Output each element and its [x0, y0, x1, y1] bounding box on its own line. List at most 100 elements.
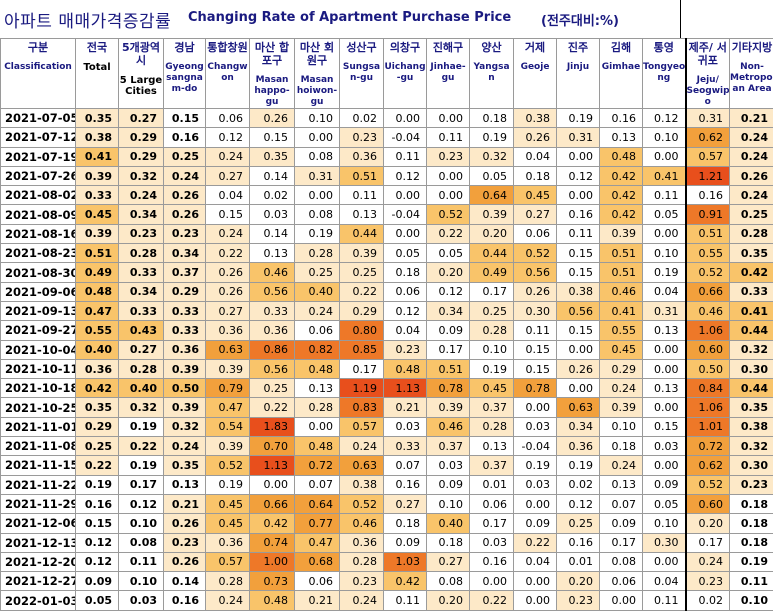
table-cell: 0.39 [164, 359, 206, 378]
table-cell: 0.24 [600, 456, 643, 475]
column-header-korean: 거제 [514, 39, 556, 54]
row-date: 2021-07-19 [1, 147, 76, 166]
table-cell: 0.22 [514, 533, 557, 552]
table-cell: 0.42 [600, 186, 643, 205]
table-cell: 0.05 [470, 166, 514, 185]
table-cell: 0.00 [643, 398, 686, 417]
table-cell: 0.24 [730, 128, 773, 147]
column-header: 전국 Total [76, 39, 119, 109]
table-cell: 0.03 [514, 417, 557, 436]
table-cell: 0.03 [119, 591, 164, 610]
table-cell: 0.05 [643, 494, 686, 513]
column-header-korean: 구분 [1, 39, 75, 54]
table-cell: 0.57 [340, 417, 384, 436]
table-cell: 0.73 [250, 572, 295, 591]
title-bar: 아파트 매매가격증감률 Changing Rate of Apartment P… [0, 0, 773, 38]
table-cell: 0.26 [164, 552, 206, 571]
table-cell: 0.19 [470, 128, 514, 147]
row-date: 2021-08-09 [1, 205, 76, 224]
table-cell: 0.18 [427, 533, 470, 552]
column-header-english: Non- Metropolit an Area [730, 62, 773, 95]
table-cell: 0.18 [730, 494, 773, 513]
table-cell: 0.39 [427, 398, 470, 417]
table-cell: 0.32 [119, 166, 164, 185]
table-cell: 0.70 [250, 437, 295, 456]
table-cell: 0.12 [119, 494, 164, 513]
table-cell: 0.00 [643, 552, 686, 571]
table-cell: 0.22 [76, 456, 119, 475]
column-header-korean: 마산 회원구 [295, 39, 339, 67]
table-cell: 1.00 [250, 552, 295, 571]
table-cell: 0.36 [340, 533, 384, 552]
table-cell: 0.26 [730, 166, 773, 185]
table-cell: 0.42 [76, 379, 119, 398]
table-cell: 0.45 [514, 186, 557, 205]
table-cell: 0.17 [470, 282, 514, 301]
table-cell: 0.28 [295, 398, 340, 417]
table-cell: 0.19 [470, 359, 514, 378]
table-cell: 0.10 [470, 340, 514, 359]
table-cell: 0.00 [427, 186, 470, 205]
table-cell: 0.20 [557, 572, 600, 591]
table-cell: 0.34 [427, 301, 470, 320]
table-cell: 0.33 [730, 282, 773, 301]
table-cell: 0.44 [340, 224, 384, 243]
table-cell: 0.26 [206, 282, 250, 301]
table-cell: 0.33 [119, 263, 164, 282]
table-cell: 0.32 [730, 340, 773, 359]
table-cell: 0.05 [76, 591, 119, 610]
table-cell: 0.08 [295, 205, 340, 224]
table-cell: 0.19 [557, 109, 600, 128]
table-cell: 0.35 [76, 109, 119, 128]
table-cell: 0.82 [295, 340, 340, 359]
column-header-korean: 전국 [76, 39, 118, 54]
table-cell: 0.34 [119, 282, 164, 301]
column-header-korean: 경남 [164, 39, 205, 54]
column-header-english: Total [76, 62, 118, 73]
table-cell: 0.46 [686, 301, 730, 320]
table-cell: 0.15 [514, 340, 557, 359]
table-cell: 0.00 [295, 128, 340, 147]
table-cell: 0.32 [119, 398, 164, 417]
table-cell: 0.10 [730, 591, 773, 610]
table-cell: 1.83 [250, 417, 295, 436]
table-cell: 0.23 [340, 572, 384, 591]
table-cell: 0.21 [730, 109, 773, 128]
table-cell: 0.00 [470, 572, 514, 591]
row-date: 2021-12-27 [1, 572, 76, 591]
table-cell: 0.06 [295, 321, 340, 340]
row-date: 2021-07-26 [1, 166, 76, 185]
table-cell: 0.56 [514, 263, 557, 282]
table-cell: 0.26 [250, 109, 295, 128]
table-cell: 0.18 [384, 263, 427, 282]
table-cell: 0.06 [384, 282, 427, 301]
table-cell: 0.11 [730, 572, 773, 591]
column-header-korean: 의창구 [384, 39, 426, 54]
table-cell: 0.44 [730, 379, 773, 398]
column-header-korean: 통합창원 [206, 39, 249, 54]
table-cell: 0.39 [76, 224, 119, 243]
table-cell: 0.51 [427, 359, 470, 378]
table-cell: 0.09 [427, 321, 470, 340]
table-cell: 0.21 [384, 398, 427, 417]
table-cell: 0.26 [164, 205, 206, 224]
table-cell: 0.13 [643, 379, 686, 398]
table-cell: 0.51 [600, 244, 643, 263]
table-cell: 0.56 [250, 282, 295, 301]
table-cell: 0.24 [295, 301, 340, 320]
table-cell: 0.29 [119, 128, 164, 147]
table-cell: 0.38 [76, 128, 119, 147]
table-cell: 0.28 [470, 321, 514, 340]
row-date: 2021-07-05 [1, 109, 76, 128]
table-cell: 0.78 [427, 379, 470, 398]
table-cell: 0.24 [730, 147, 773, 166]
